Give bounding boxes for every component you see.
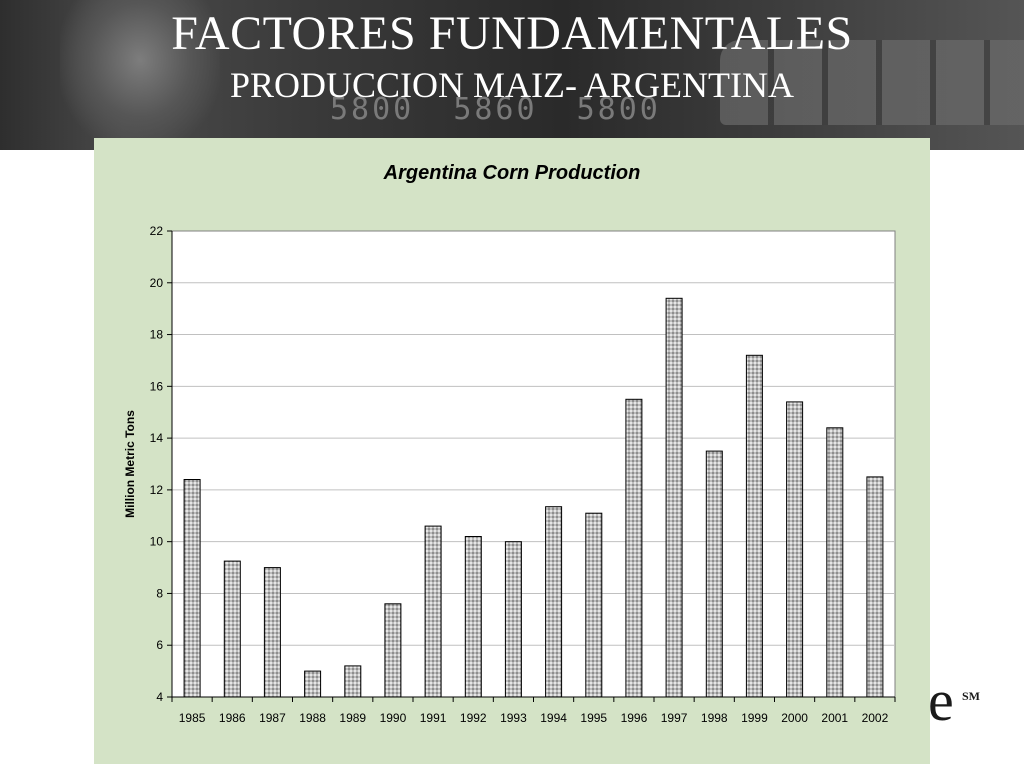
bar-1988 — [304, 670, 322, 698]
x-tick-label: 1996 — [621, 711, 648, 725]
x-tick-label: 1994 — [540, 711, 567, 725]
bar-2001 — [826, 427, 844, 698]
bar-1986 — [223, 560, 241, 698]
x-tick-label: 1990 — [380, 711, 407, 725]
bar-1985 — [183, 479, 201, 698]
bar-1997 — [665, 297, 683, 698]
header-banner: 5800 5860 5800 FACTORES FUNDAMENTALES PR… — [0, 0, 1024, 150]
y-tick-label: 18 — [150, 328, 164, 342]
x-tick-label: 1993 — [500, 711, 527, 725]
ticker-value: 5860 — [453, 92, 538, 127]
y-tick-label: 8 — [156, 586, 163, 600]
bar-2002 — [866, 476, 884, 698]
y-tick-label: 10 — [150, 535, 164, 549]
x-tick-label: 1988 — [299, 711, 326, 725]
bar-1993 — [504, 541, 522, 698]
bar-1994 — [545, 506, 563, 698]
ticker-value: 5800 — [330, 92, 415, 127]
plot-area — [171, 230, 896, 698]
bar-1998 — [705, 450, 723, 698]
bar-1990 — [384, 603, 402, 698]
x-tick-label: 1989 — [339, 711, 366, 725]
page-subtitle: PRODUCCION MAIZ- ARGENTINA — [230, 65, 794, 105]
bar-1992 — [464, 536, 482, 698]
x-tick-label: 1986 — [219, 711, 246, 725]
chart-title: Argentina Corn Production — [383, 162, 641, 184]
x-tick-label: 1991 — [420, 711, 447, 725]
x-tick-label: 2000 — [781, 711, 808, 725]
x-tick-label: 1992 — [460, 711, 487, 725]
x-tick-label: 1987 — [259, 711, 286, 725]
y-tick-label: 22 — [150, 224, 164, 238]
banner-ticker-board: 5800 5860 5800 — [330, 92, 730, 142]
y-axis-label: Million Metric Tons — [123, 410, 137, 518]
x-tick-label: 2002 — [862, 711, 889, 725]
logo-service-mark: SM — [962, 689, 980, 703]
bar-2000 — [786, 401, 804, 698]
y-tick-label: 4 — [156, 690, 163, 704]
bar-1989 — [344, 665, 362, 698]
banner-photo-person — [60, 0, 220, 150]
x-tick-label: 1999 — [741, 711, 768, 725]
bar-1996 — [625, 398, 643, 698]
banner-photo-train — [720, 40, 1024, 125]
y-tick-label: 12 — [150, 483, 164, 497]
x-tick-label: 1997 — [661, 711, 688, 725]
bar-1987 — [263, 567, 281, 698]
x-tick-label: 1985 — [179, 711, 206, 725]
y-tick-label: 20 — [150, 276, 164, 290]
bar-1999 — [745, 354, 763, 698]
chart-panel: 4 6 8 10 12 14 16 18 20 22 1985 1986 1987 1988 1989 199… — [94, 138, 930, 764]
page-title: FACTORES FUNDAMENTALES — [171, 7, 853, 60]
bar-1995 — [585, 512, 603, 698]
y-tick-label: 6 — [156, 638, 163, 652]
x-tick-label: 1998 — [701, 711, 728, 725]
x-tick-label: 1995 — [580, 711, 607, 725]
logo-letter: e — [928, 668, 954, 733]
ticker-value: 5800 — [576, 92, 661, 127]
bar-1991 — [424, 525, 442, 698]
corn-production-chart: 4 6 8 10 12 14 16 18 20 22 1985 1986 1987 1988 1989 199… — [123, 162, 896, 725]
y-tick-label: 16 — [150, 379, 164, 393]
x-tick-label: 2001 — [821, 711, 848, 725]
y-tick-label: 14 — [150, 431, 164, 445]
